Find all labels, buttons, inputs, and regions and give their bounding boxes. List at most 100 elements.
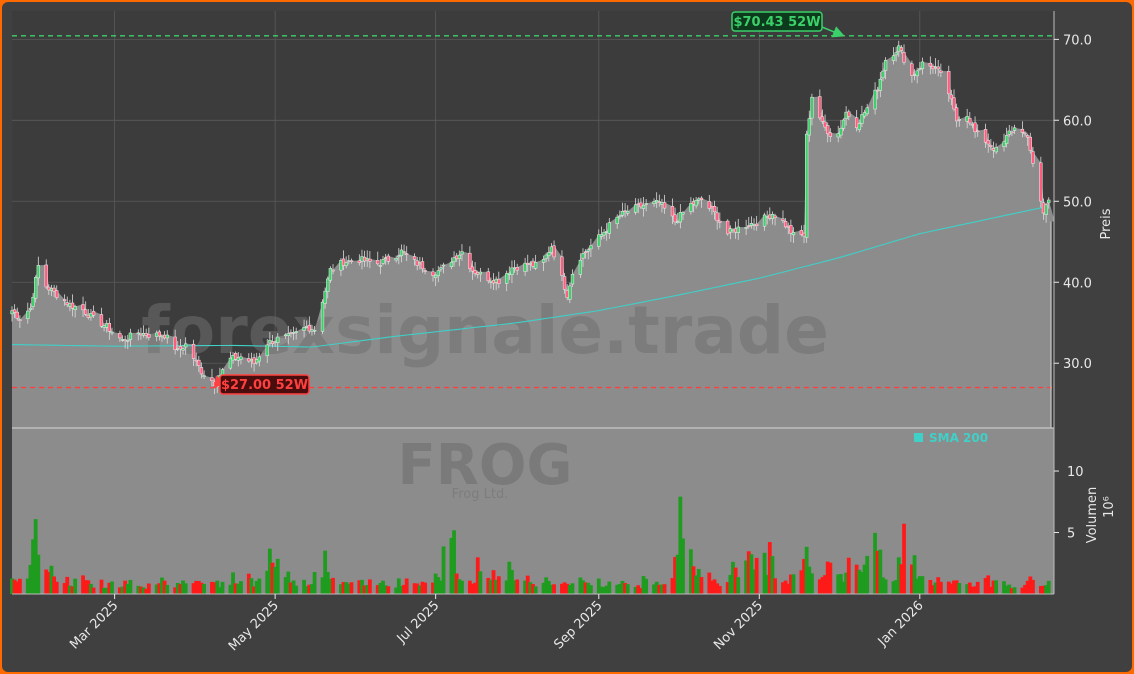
candle-down <box>828 132 832 137</box>
candle-down <box>718 220 722 223</box>
candle-down <box>491 280 496 284</box>
candle-down <box>657 201 661 203</box>
low-52w-label: $27.00 52W <box>221 378 308 393</box>
candle-up <box>202 375 206 377</box>
volume-bar <box>339 584 343 594</box>
candle-down <box>194 359 198 362</box>
price-axis-title: Preis <box>1099 208 1114 239</box>
candle-up <box>581 253 585 259</box>
volume-bar <box>162 580 167 594</box>
volume-bar <box>349 582 354 594</box>
volume-bar <box>231 572 235 594</box>
volume-bar <box>975 581 980 594</box>
candle-down <box>1031 151 1035 164</box>
volume-bar <box>452 530 456 594</box>
candle-down <box>515 267 519 271</box>
volume-bar <box>678 496 683 594</box>
candle-up <box>883 60 888 71</box>
candle-down <box>947 71 951 95</box>
volume-bar <box>183 583 188 594</box>
candle-up <box>165 334 169 339</box>
candle-up <box>257 356 261 362</box>
candle-up <box>184 343 188 348</box>
volume-bar <box>181 580 185 594</box>
volume-bar <box>386 586 391 594</box>
x-tick-label: Jan 2026 <box>875 598 927 650</box>
candle-up <box>678 212 683 223</box>
volume-bar <box>565 583 570 594</box>
candle-down <box>726 220 730 235</box>
candle-down <box>983 129 988 143</box>
candle-up <box>933 66 938 68</box>
volume-bar <box>504 580 509 594</box>
volume-bar <box>157 583 162 594</box>
candle-down <box>939 70 943 73</box>
volume-bar <box>762 552 767 594</box>
volume-bar <box>439 580 443 594</box>
volume-bar <box>767 542 772 594</box>
volume-bar <box>1031 579 1035 594</box>
volume-bar <box>1004 585 1009 594</box>
volume-bar <box>302 579 306 594</box>
candle-down <box>331 269 335 272</box>
candle-down <box>81 304 85 311</box>
volume-bar <box>67 585 72 594</box>
volume-bar <box>270 562 275 594</box>
candle-up <box>286 333 290 336</box>
candle-up <box>126 340 130 342</box>
volume-bar <box>875 550 880 594</box>
candle-up <box>1002 141 1006 148</box>
volume-bar <box>49 565 54 594</box>
volume-bar <box>533 586 538 594</box>
candle-up <box>457 254 461 260</box>
volume-bar <box>746 551 751 594</box>
volume-bar <box>636 585 641 594</box>
volume-bar <box>460 580 464 594</box>
volume-bar <box>736 577 741 594</box>
candle-up <box>615 216 619 224</box>
candle-down <box>107 323 112 332</box>
candle-up <box>49 288 54 291</box>
candle-up <box>265 344 269 357</box>
volume-bar <box>210 581 214 594</box>
candle-down <box>560 256 564 276</box>
candle-down <box>1020 128 1025 133</box>
sma-legend-swatch <box>914 433 923 442</box>
candle-up <box>915 70 919 77</box>
candle-down <box>468 252 472 269</box>
candle-up <box>397 255 401 258</box>
volume-bar <box>825 561 830 594</box>
volume-bar <box>36 554 41 594</box>
candle-down <box>173 336 177 350</box>
candle-down <box>755 223 759 226</box>
volume-bar <box>1025 580 1030 594</box>
candle-up <box>894 52 898 56</box>
volume-bar <box>770 556 775 594</box>
candle-down <box>910 63 914 76</box>
candle-up <box>1047 199 1051 204</box>
volume-bar <box>970 586 975 594</box>
candle-up <box>736 226 740 233</box>
candle-down <box>876 89 880 92</box>
volume-bar <box>783 580 788 594</box>
volume-bar <box>936 577 941 594</box>
candle-up <box>228 357 233 369</box>
candle-up <box>449 261 454 267</box>
volume-bar <box>294 585 299 594</box>
candle-up <box>770 213 775 219</box>
candle-down <box>99 314 104 327</box>
volume-bar <box>1007 584 1012 594</box>
candle-up <box>544 254 548 259</box>
volume-tick-label: 5 <box>1067 527 1075 542</box>
volume-bar <box>154 584 159 594</box>
volume-bar <box>1002 581 1006 594</box>
candle-down <box>349 260 354 262</box>
candle-up <box>394 257 398 261</box>
candle-down <box>162 334 167 339</box>
price-tick-label: 30.0 <box>1063 357 1092 372</box>
volume-bar <box>291 580 296 594</box>
high-52w-box <box>731 11 823 32</box>
volume-bar <box>694 575 699 594</box>
volume-bar <box>531 584 535 594</box>
volume-bar <box>865 555 870 594</box>
